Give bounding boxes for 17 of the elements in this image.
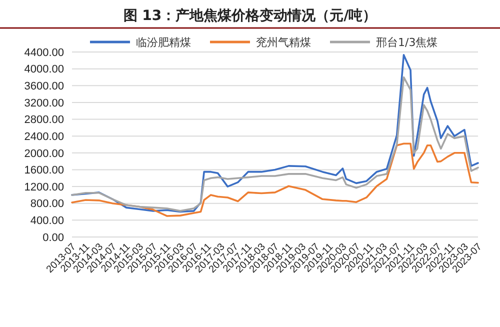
legend-label: 临汾肥精煤 (136, 36, 191, 49)
y-tick-label: 3600.00 (24, 80, 64, 92)
legend-label: 兖州气精煤 (256, 36, 311, 49)
y-tick-label: 400.00 (30, 215, 64, 228)
y-tick-label: 1200.00 (24, 181, 64, 194)
y-tick-label: 800.00 (30, 198, 64, 210)
chart-title: 图 13：产地焦煤价格变动情况（元/吨） (123, 7, 377, 24)
y-tick-label: 2000.00 (24, 148, 64, 160)
y-tick-label: 0.00 (42, 232, 64, 244)
y-tick-label: 3200.00 (24, 97, 64, 110)
line-series (71, 142, 479, 217)
legend-label: 邢台1/3焦煤 (376, 36, 438, 49)
y-tick-label: 4400.00 (24, 46, 64, 59)
y-tick-label: 2800.00 (24, 114, 64, 126)
y-tick-label: 4000.00 (24, 64, 64, 76)
y-tick-label: 1600.00 (24, 164, 64, 177)
y-tick-label: 2400.00 (24, 130, 64, 143)
